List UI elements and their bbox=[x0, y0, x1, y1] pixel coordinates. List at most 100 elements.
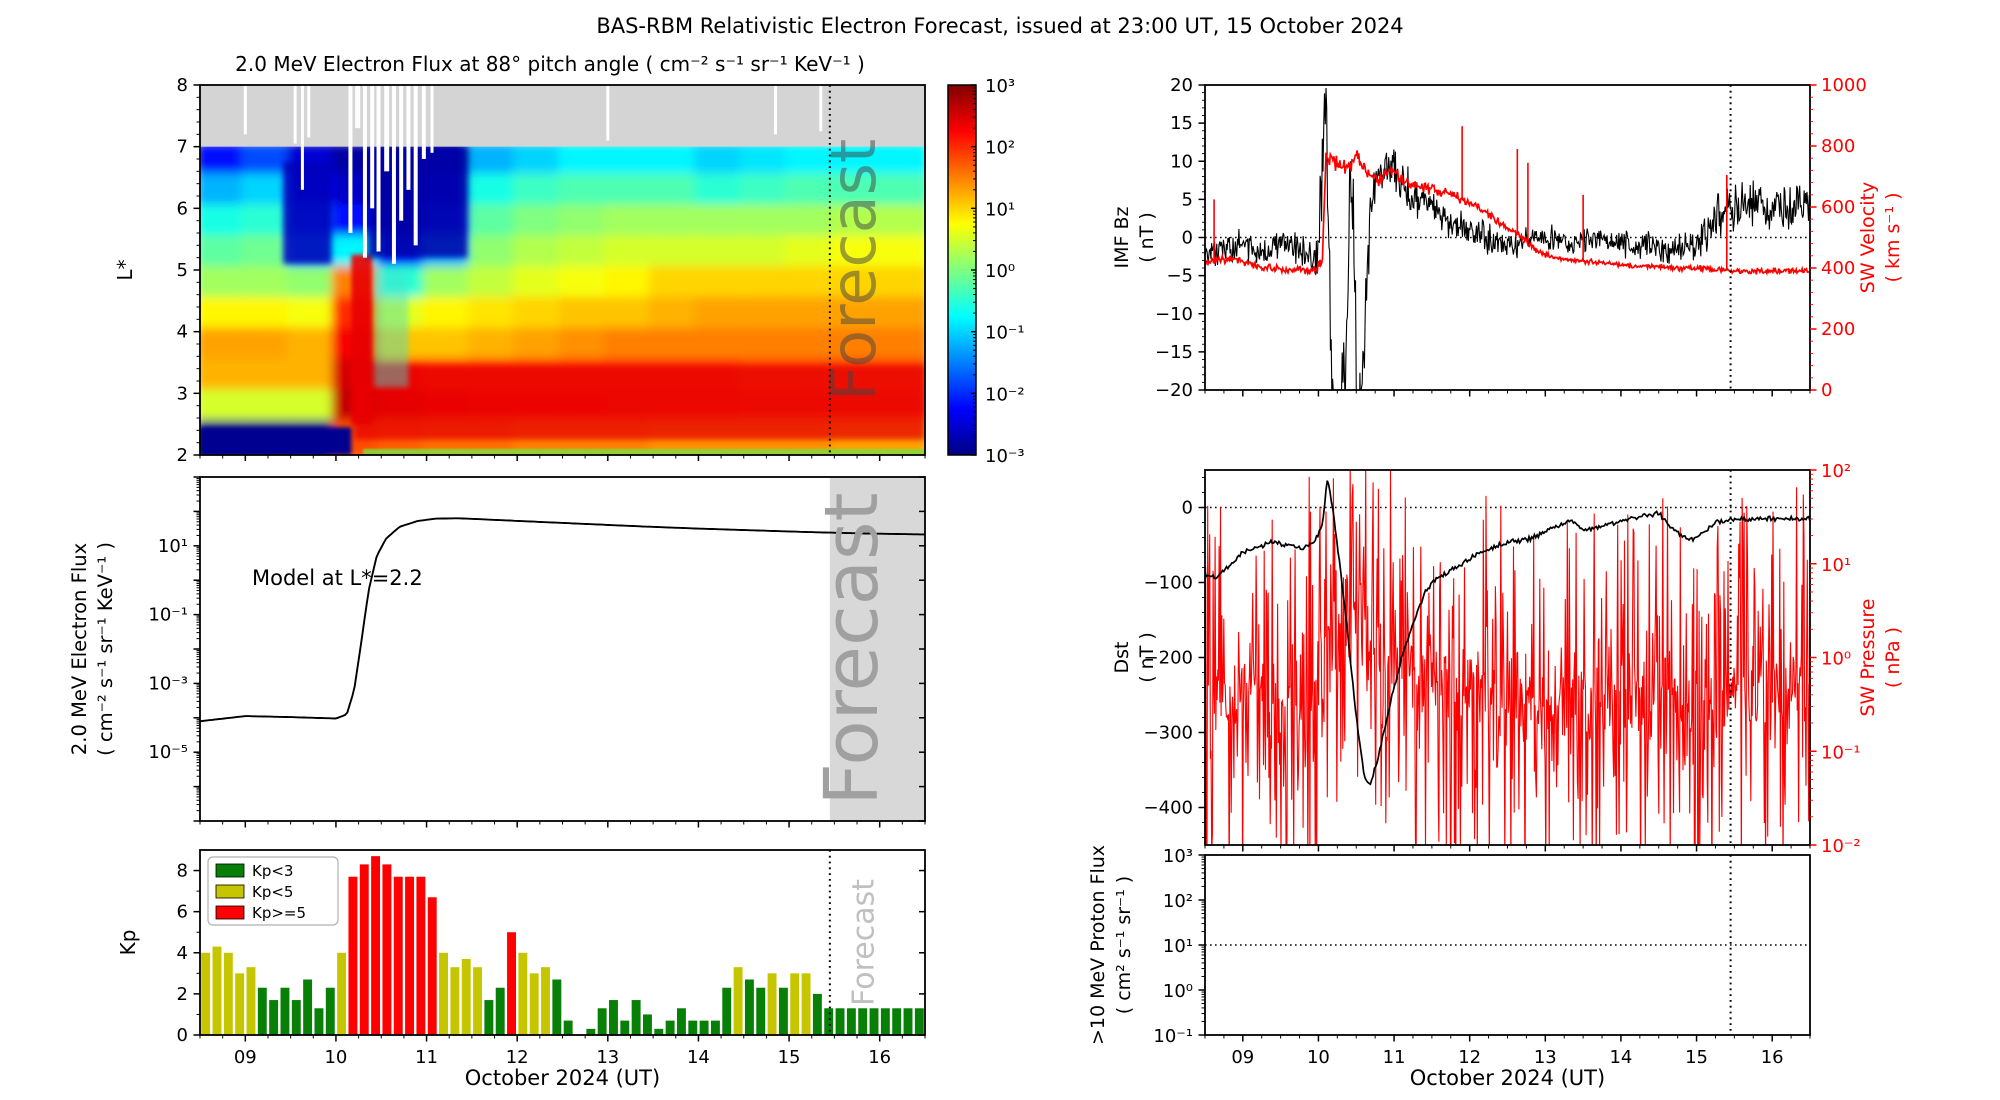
y-tick-label: 0 bbox=[1182, 228, 1193, 249]
data-gap-streak bbox=[376, 85, 381, 252]
kp-legend-label: Kp>=5 bbox=[252, 904, 306, 922]
x-tick-label: 09 bbox=[1231, 1047, 1254, 1068]
data-gap-streak bbox=[406, 85, 411, 190]
kp-bar bbox=[405, 876, 415, 1035]
kp-bar bbox=[688, 1020, 698, 1035]
x-axis-title: October 2024 (UT) bbox=[465, 1066, 660, 1090]
kp-bar bbox=[223, 952, 233, 1035]
kp-legend-label: Kp<3 bbox=[252, 862, 293, 880]
kp-bar bbox=[382, 864, 392, 1035]
y-tick-label: 6 bbox=[177, 902, 188, 923]
forecast-watermark: Forecast bbox=[809, 492, 895, 805]
kp-bar bbox=[835, 1008, 845, 1035]
kp-bar bbox=[597, 1008, 607, 1035]
data-gap-streak bbox=[307, 85, 311, 138]
kp-legend-label: Kp<5 bbox=[252, 883, 293, 901]
kp-bar bbox=[439, 952, 449, 1035]
right-tick-label: 1000 bbox=[1821, 75, 1867, 96]
flux-ylabel-name: 2.0 MeV Electron Flux bbox=[68, 543, 91, 755]
kp-bar bbox=[201, 952, 211, 1035]
kp-ylabel: Kp bbox=[116, 930, 140, 956]
kp-bar bbox=[246, 967, 256, 1035]
data-gap-streak bbox=[362, 85, 367, 258]
right-tick-label: 800 bbox=[1821, 136, 1855, 157]
kp-bar bbox=[676, 1008, 686, 1035]
data-gap-streak bbox=[355, 85, 361, 129]
kp-bar bbox=[892, 1008, 902, 1035]
spectrogram-feature bbox=[363, 448, 925, 455]
kp-bar bbox=[212, 946, 222, 1035]
proton-panel bbox=[1205, 855, 1810, 1035]
kp-bar bbox=[314, 1008, 324, 1035]
kp-bar bbox=[359, 864, 369, 1035]
spectrogram-feature bbox=[200, 427, 352, 455]
kp-bar bbox=[722, 987, 732, 1035]
y-tick-label: −15 bbox=[1155, 342, 1193, 363]
kp-bar bbox=[903, 1008, 913, 1035]
y-tick-label: 8 bbox=[177, 861, 188, 882]
data-gap-streak bbox=[348, 85, 353, 233]
colorbar: 10³ 10² 10¹ 10⁰ 10⁻¹ 10⁻² 10⁻³ bbox=[947, 76, 1025, 467]
kp-bar bbox=[846, 1008, 856, 1035]
y-tick-label: 3 bbox=[177, 383, 188, 404]
data-gap-streak bbox=[606, 85, 610, 141]
right-tick-label: 400 bbox=[1821, 258, 1855, 279]
kp-bar bbox=[654, 1028, 664, 1035]
sw-pressure-line bbox=[1205, 470, 1810, 845]
bz-swv-panel bbox=[1205, 85, 1810, 390]
x-tick-label: 13 bbox=[1534, 1047, 1557, 1068]
y-tick-label: 7 bbox=[177, 137, 188, 158]
kp-bar bbox=[291, 1000, 301, 1035]
right-tick-label: 200 bbox=[1821, 319, 1855, 340]
kp-bar bbox=[529, 973, 539, 1035]
kp-bar bbox=[620, 1020, 630, 1035]
kp-bar bbox=[552, 979, 562, 1035]
proton-axes: 10³ 10² 10¹ 10⁰ 10⁻¹ 09 10 11 12 13 14 15 16 >10 MeV … bbox=[1087, 845, 1811, 1090]
y-tick-label: 8 bbox=[177, 75, 188, 96]
dst-ylabel-name: Dst bbox=[1111, 642, 1133, 674]
y-tick-label: 2 bbox=[177, 984, 188, 1005]
kp-axes: 0 2 4 6 8 09 10 11 12 13 14 15 16 Kp October 2024 (UT) bbox=[116, 861, 926, 1090]
y-tick-label: 10 bbox=[1170, 151, 1193, 172]
data-gap-streak bbox=[243, 85, 247, 135]
data-gap-streak bbox=[819, 85, 823, 132]
kp-bar bbox=[507, 932, 516, 1035]
kp-bar bbox=[586, 1028, 596, 1035]
kp-legend: Kp<3 Kp<5 Kp>=5 bbox=[207, 856, 339, 926]
swv-ylabel-name: SW Velocity bbox=[1857, 182, 1879, 293]
x-tick-label: 15 bbox=[778, 1047, 801, 1068]
kp-bar bbox=[427, 897, 437, 1035]
y-tick-label: −200 bbox=[1144, 648, 1193, 669]
forecast-watermark: Forecast bbox=[846, 879, 881, 1006]
kp-bar bbox=[269, 1000, 279, 1035]
data-gap-streak bbox=[370, 85, 375, 209]
right-tick-label: 0 bbox=[1821, 380, 1832, 401]
swv-ylabel-units: ( km s⁻¹ ) bbox=[1882, 193, 1904, 283]
proton-ylabel-name: >10 MeV Proton Flux bbox=[1087, 845, 1109, 1045]
pressure-ylabel-name: SW Pressure bbox=[1857, 598, 1879, 716]
y-tick-label: 10⁻¹ bbox=[148, 605, 188, 626]
y-tick-label: 15 bbox=[1170, 113, 1193, 134]
kp-bar bbox=[495, 987, 505, 1035]
kp-bar bbox=[473, 967, 483, 1035]
kp-bar bbox=[280, 987, 290, 1035]
y-tick-label: 6 bbox=[177, 198, 188, 219]
kp-bar bbox=[348, 876, 358, 1035]
data-gap-streak bbox=[399, 85, 404, 221]
figure-title: BAS-RBM Relativistic Electron Forecast, … bbox=[596, 14, 1404, 38]
kp-bar bbox=[824, 1008, 834, 1035]
data-gap-streak bbox=[293, 85, 297, 144]
colorbar-tick-label: 10⁰ bbox=[985, 261, 1015, 282]
x-tick-label: 16 bbox=[868, 1047, 891, 1068]
y-tick-label: −300 bbox=[1144, 723, 1193, 744]
kp-bar bbox=[733, 967, 743, 1035]
model-flux-panel: Forecast Model at L*=2.2 bbox=[200, 477, 925, 821]
colorbar-tick-label: 10³ bbox=[985, 76, 1015, 97]
right-tick-label: 10⁻¹ bbox=[1821, 742, 1861, 763]
kp-bar bbox=[450, 967, 460, 1035]
no-data-band bbox=[200, 85, 925, 147]
kp-bar bbox=[914, 1008, 924, 1035]
y-tick-label: 10⁻³ bbox=[148, 673, 188, 694]
